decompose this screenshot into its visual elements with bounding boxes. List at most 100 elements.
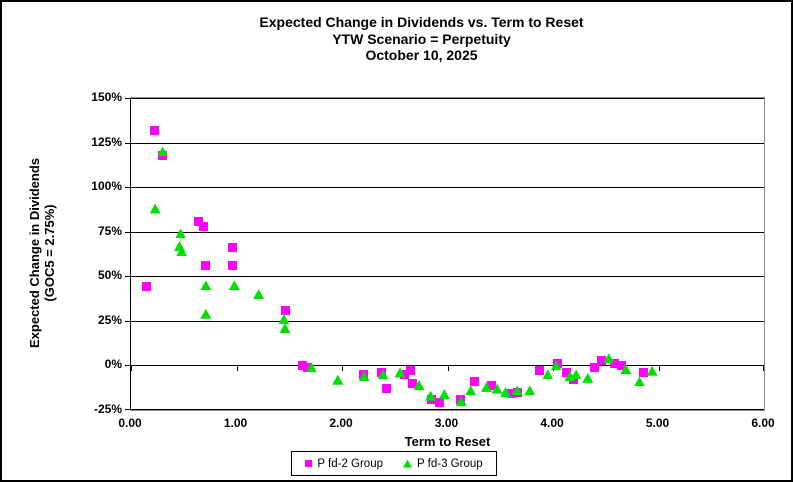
y-axis-title-wrap: Expected Change in Dividends (GOC5 = 2.7… xyxy=(22,97,62,409)
data-point-square xyxy=(408,378,418,388)
legend-label-pfd2: P fd-2 Group xyxy=(317,457,383,470)
data-point-triangle xyxy=(157,146,169,157)
data-point-square xyxy=(562,368,572,378)
y-axis-tick xyxy=(125,187,131,188)
triangle-marker-icon xyxy=(403,459,412,468)
data-point-square xyxy=(434,398,444,408)
y-tick-label: 125% xyxy=(91,134,122,149)
data-point-triangle xyxy=(305,362,317,373)
legend: P fd-2 Group P fd-3 Group xyxy=(291,451,497,476)
data-point-triangle xyxy=(425,390,437,401)
legend-item-pfd2-group: P fd-2 Group xyxy=(305,458,383,470)
data-point-triangle xyxy=(174,240,186,251)
y-tick-label: 50% xyxy=(97,268,122,283)
data-point-triangle xyxy=(394,367,406,378)
data-point-triangle xyxy=(511,385,523,396)
x-tick-label: 0.00 xyxy=(118,416,142,430)
gridline xyxy=(131,321,764,322)
data-point-triangle xyxy=(603,353,615,364)
data-point-triangle xyxy=(228,280,240,291)
data-point-square xyxy=(376,368,386,378)
data-point-triangle xyxy=(332,374,344,385)
data-point-triangle xyxy=(200,280,212,291)
data-point-triangle xyxy=(465,385,477,396)
legend-label-pfd3: P fd-3 Group xyxy=(417,457,483,470)
x-tick-label: 4.00 xyxy=(540,416,564,430)
data-point-triangle xyxy=(634,376,645,387)
gridline xyxy=(131,409,764,410)
data-point-square xyxy=(381,384,391,394)
data-point-square xyxy=(194,216,204,226)
y-axis-tick xyxy=(125,276,131,277)
data-point-square xyxy=(201,261,211,271)
x-tick-label: 1.00 xyxy=(223,416,248,430)
data-point-triangle xyxy=(438,388,450,399)
y-axis-tick xyxy=(125,143,131,144)
y-axis-tick xyxy=(125,98,131,99)
data-point-triangle xyxy=(570,369,582,380)
data-point-square xyxy=(302,362,312,372)
gridline xyxy=(131,187,764,188)
data-point-triangle xyxy=(524,385,536,396)
y-tick-label: 100% xyxy=(91,179,122,194)
y-axis-tick xyxy=(125,321,131,322)
data-point-square xyxy=(406,366,416,376)
data-point-square xyxy=(227,261,237,271)
data-point-triangle xyxy=(500,387,512,398)
data-point-square xyxy=(142,282,152,292)
y-axis-title-line2: (GOC5 = 2.75%) xyxy=(42,204,57,302)
x-tick-label: 6.00 xyxy=(751,416,775,430)
plot-area xyxy=(125,97,765,411)
chart-title-line1: Expected Change in Dividends vs. Term to… xyxy=(259,14,584,30)
data-point-triangle xyxy=(646,365,658,376)
data-point-triangle xyxy=(455,396,467,407)
y-tick-label: 25% xyxy=(97,312,122,327)
x-axis-tick xyxy=(237,365,238,371)
y-tick-label: 150% xyxy=(91,90,122,104)
data-point-triangle xyxy=(358,371,370,382)
square-marker-icon xyxy=(305,460,313,467)
x-axis-tick xyxy=(131,365,132,371)
chart-title-line3: October 10, 2025 xyxy=(365,47,478,63)
gridline xyxy=(131,98,764,99)
data-point-triangle xyxy=(564,371,576,382)
x-axis-tick xyxy=(763,365,764,371)
y-axis-title-line1: Expected Change in Dividends xyxy=(27,158,42,348)
x-axis-line xyxy=(131,365,764,366)
data-point-triangle xyxy=(481,381,493,392)
x-axis-tick xyxy=(342,365,343,371)
x-axis-title: Term to Reset xyxy=(404,434,491,449)
data-point-triangle xyxy=(278,314,290,325)
y-axis-tick xyxy=(125,365,131,366)
data-point-triangle xyxy=(550,360,562,371)
y-tick-label: 75% xyxy=(97,223,122,238)
data-point-square xyxy=(487,380,497,390)
data-point-triangle xyxy=(149,203,161,214)
data-point-triangle xyxy=(582,372,594,383)
data-point-triangle xyxy=(620,363,632,374)
data-point-square xyxy=(280,305,290,315)
data-point-square xyxy=(149,125,159,135)
data-point-square xyxy=(609,359,619,369)
y-axis-tick xyxy=(125,232,131,233)
y-axis-tick xyxy=(125,409,131,410)
data-point-square xyxy=(589,362,599,372)
y-axis-line xyxy=(130,98,131,410)
data-point-square xyxy=(617,360,627,370)
data-point-square xyxy=(227,243,237,253)
data-point-square xyxy=(199,221,209,231)
gridline xyxy=(131,232,764,233)
gridline xyxy=(131,143,764,144)
chart-title: Expected Change in Dividends vs. Term to… xyxy=(54,14,789,64)
data-point-triangle xyxy=(413,380,425,391)
y-tick-label: -25% xyxy=(93,402,122,416)
data-point-triangle xyxy=(377,369,389,380)
data-point-square xyxy=(534,366,544,376)
data-point-triangle xyxy=(176,246,188,257)
x-axis-tick xyxy=(659,365,660,371)
x-axis-tick xyxy=(448,365,449,371)
data-point-triangle xyxy=(491,383,503,394)
data-point-square xyxy=(639,368,649,378)
x-tick-label: 3.00 xyxy=(434,416,459,430)
